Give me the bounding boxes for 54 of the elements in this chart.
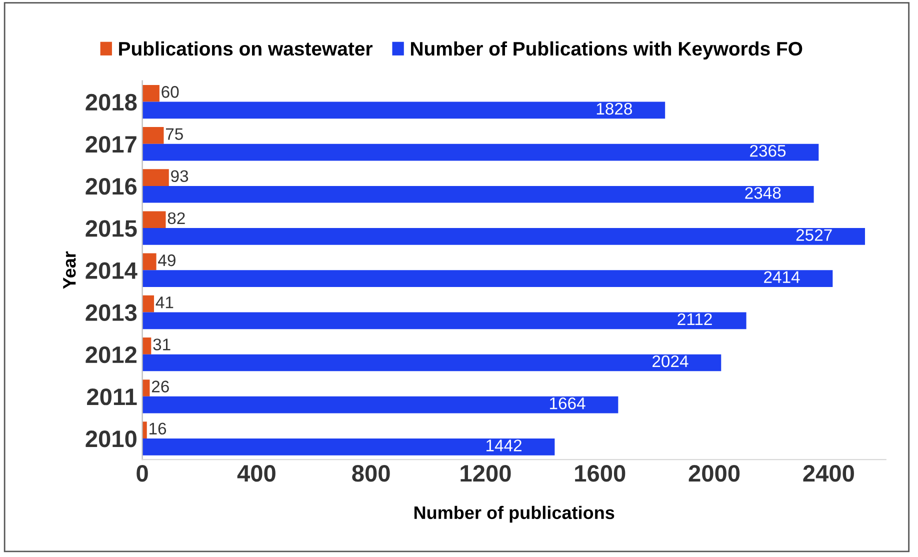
bar [142, 354, 722, 372]
y-tick-label: 2018 [86, 94, 137, 111]
data-label: 1664 [550, 397, 586, 410]
data-label: 26 [152, 380, 169, 392]
bar [142, 186, 814, 203]
y-tick-label: 2016 [86, 178, 137, 195]
y-tick-label: 2011 [87, 388, 137, 406]
bar [142, 438, 555, 456]
data-label: 16 [150, 422, 166, 435]
data-label: 82 [168, 212, 185, 224]
x-tick-label: 400 [237, 465, 276, 482]
legend-label: Number of Publications with Keywords FO [411, 41, 802, 60]
bar [142, 337, 152, 354]
x-tick-label: 1200 [460, 465, 511, 482]
y-axis-title: Year [63, 251, 76, 289]
data-label: 2527 [796, 229, 832, 241]
bar [142, 211, 166, 228]
data-label: 1442 [486, 440, 522, 452]
data-label: 75 [166, 128, 183, 140]
bar [142, 127, 164, 144]
y-tick-label: 2012 [86, 346, 136, 364]
data-label: 2024 [652, 355, 688, 368]
x-tick-label: 800 [352, 465, 390, 482]
data-label: 31 [153, 338, 170, 350]
y-tick-label: 2017 [86, 136, 136, 153]
bar [142, 253, 156, 270]
x-tick-label: 0 [136, 465, 148, 482]
data-label: 49 [158, 254, 176, 266]
bar [142, 228, 865, 245]
data-label: 1828 [596, 102, 632, 115]
data-label: 2365 [750, 144, 786, 157]
bar [142, 102, 666, 119]
x-axis-title: Number of publications [414, 506, 614, 523]
data-label: 93 [171, 170, 188, 182]
bar [142, 295, 154, 312]
legend-label: Publications on wastewater [119, 41, 373, 56]
bar [142, 270, 833, 287]
y-tick-label: 2014 [86, 262, 138, 279]
y-tick-label: 2010 [86, 430, 136, 448]
data-label: 41 [156, 296, 174, 308]
data-label: 2414 [764, 271, 800, 283]
x-tick-label: 1600 [575, 465, 626, 482]
data-label: 60 [162, 86, 179, 98]
y-tick-label: 2015 [86, 220, 137, 237]
x-tick-label: 2000 [688, 465, 740, 482]
data-label: 2112 [678, 313, 712, 325]
bar [142, 169, 169, 186]
data-label: 2348 [745, 187, 781, 199]
x-tick-label: 2400 [803, 465, 854, 482]
bar [142, 144, 819, 161]
bar [142, 396, 618, 414]
bar [142, 312, 746, 330]
y-tick-label: 2013 [86, 304, 137, 322]
bar [142, 84, 160, 102]
